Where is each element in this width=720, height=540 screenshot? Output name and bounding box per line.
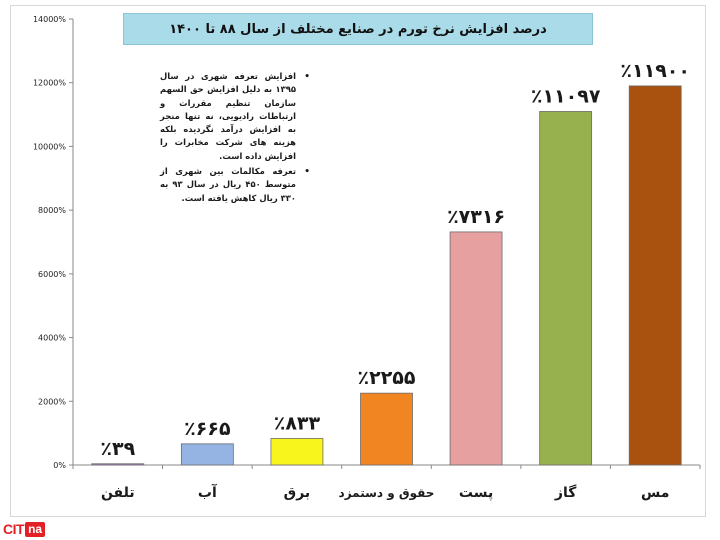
y-tick-label: 6000% [38,270,66,279]
data-label: ٪۱۱۹۰۰ [620,60,690,82]
bar-6 [628,85,682,466]
chart-title: درصد افزایش نرخ تورم در صنایع مختلف از س… [123,13,593,45]
bullet-icon: • [304,72,310,82]
data-label: ٪۳۹ [100,438,135,460]
category-label: تلفن [101,485,135,501]
y-tick-label: 2000% [38,397,66,406]
category-label: گاز [554,484,577,501]
notes-box: • افزایش تعرفه شهری در سال ۱۳۹۵ به دلیل … [160,70,310,207]
y-tick-label: 8000% [38,206,66,215]
y-tick-label: 12000% [33,79,66,88]
data-label: ٪۷۳۱۶ [447,206,505,228]
note-item: • افزایش تعرفه شهری در سال ۱۳۹۵ به دلیل … [160,70,310,163]
data-label: ٪۸۳۳ [274,412,321,434]
citna-logo: CIT na [3,521,46,537]
y-tick-label: 14000% [33,15,66,24]
note-text: تعرفه مکالمات بین شهری از متوسط ۴۵۰ ریال… [160,165,296,203]
bars-layer [91,85,682,466]
y-tick-label: 0% [53,461,66,470]
bar-4 [449,231,503,466]
axis-layer: 0% 2000% 4000% 6000% 8000% 10000% 12000% 14000% [33,15,701,470]
bar-1 [180,443,234,466]
category-label: حقوق و دستمزد [339,486,435,501]
category-label: مس [641,485,669,501]
bar-0 [91,463,145,466]
logo-letters: CIT [3,521,25,537]
note-item: • تعرفه مکالمات بین شهری از متوسط ۴۵۰ ری… [160,165,310,205]
data-label: ٪۶۶۵ [184,418,231,440]
logo-box: na [25,521,46,537]
data-label: ٪۱۱۰۹۷ [531,85,601,107]
data-label: ٪۲۲۵۵ [358,367,416,389]
y-tick-label: 10000% [33,142,66,151]
labels-layer: ٪۳۹ تلفن ٪۶۶۵ آب ٪۸۳۳ برق ٪۲۲۵۵ حقوق و دستمزد ٪۷… [100,60,690,501]
bullet-icon: • [304,166,310,177]
category-label: پست [459,485,493,501]
bar-2 [270,438,324,466]
bar-5 [539,111,593,466]
note-text: افزایش تعرفه شهری در سال ۱۳۹۵ به دلیل اف… [160,71,296,161]
category-label: آب [198,483,218,501]
y-tick-label: 4000% [38,334,66,343]
bar-3 [360,392,413,466]
category-label: برق [284,485,310,501]
